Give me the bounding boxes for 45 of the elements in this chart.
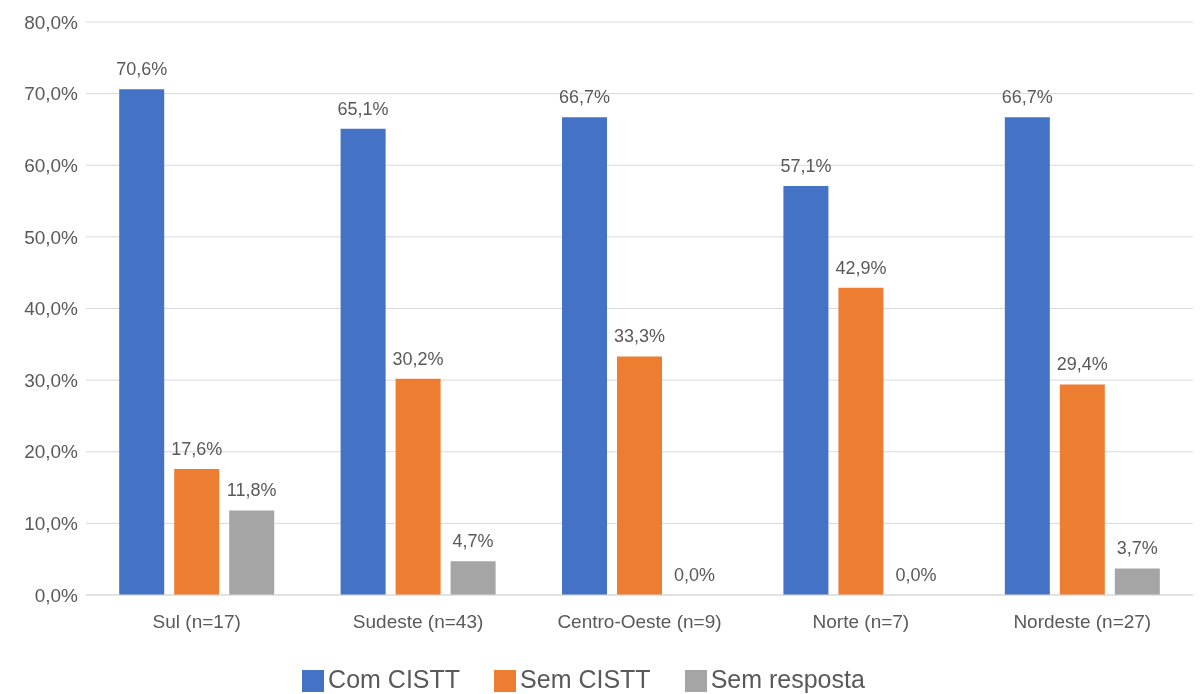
bar: [562, 117, 608, 595]
bar: [340, 128, 386, 595]
x-tick-label: Sul (n=17): [152, 611, 241, 633]
data-label: 17,6%: [171, 438, 223, 459]
data-label: 57,1%: [780, 156, 832, 177]
legend-label: Sem resposta: [710, 665, 865, 693]
data-label: 0,0%: [673, 564, 716, 585]
legend-label: Com CISTT: [328, 665, 461, 693]
bar: [617, 356, 663, 595]
bar: [174, 468, 220, 595]
y-tick-label: 80,0%: [24, 11, 79, 33]
x-tick-label: Sudeste (n=43): [352, 611, 484, 633]
x-tick-label: Norte (n=7): [812, 611, 910, 633]
y-tick-label: 30,0%: [24, 369, 79, 391]
data-label: 3,7%: [1116, 538, 1158, 559]
y-tick-label: 20,0%: [24, 441, 79, 463]
legend-label: Sem CISTT: [520, 665, 651, 693]
y-tick-label: 10,0%: [24, 513, 79, 535]
y-tick-label: 60,0%: [24, 154, 79, 176]
bar: [229, 510, 275, 595]
bar: [838, 287, 884, 595]
data-label: 4,7%: [452, 531, 494, 552]
bar: [1114, 568, 1160, 595]
bar: [450, 561, 496, 595]
bar: [119, 89, 165, 595]
data-label: 66,7%: [558, 87, 611, 108]
y-tick-label: 0,0%: [34, 584, 79, 606]
data-label: 29,4%: [1056, 354, 1108, 375]
data-label: 11,8%: [226, 480, 277, 501]
data-label: 66,7%: [1001, 87, 1053, 108]
data-label: 42,9%: [835, 257, 887, 278]
bar: [1004, 117, 1050, 595]
data-label: 70,6%: [116, 59, 168, 80]
data-label: 33,3%: [613, 326, 666, 347]
x-tick-label: Centro-Oeste (n=9): [557, 611, 722, 633]
y-tick-label: 50,0%: [24, 226, 79, 248]
bar: [1059, 384, 1105, 595]
x-tick-label: Nordeste (n=27): [1013, 611, 1152, 633]
data-label: 0,0%: [895, 564, 937, 585]
data-label: 65,1%: [337, 98, 389, 119]
bar: [783, 186, 829, 595]
bar: [395, 378, 441, 595]
y-tick-label: 70,0%: [24, 83, 79, 105]
y-tick-label: 40,0%: [24, 298, 79, 320]
data-label: 30,2%: [392, 348, 444, 369]
